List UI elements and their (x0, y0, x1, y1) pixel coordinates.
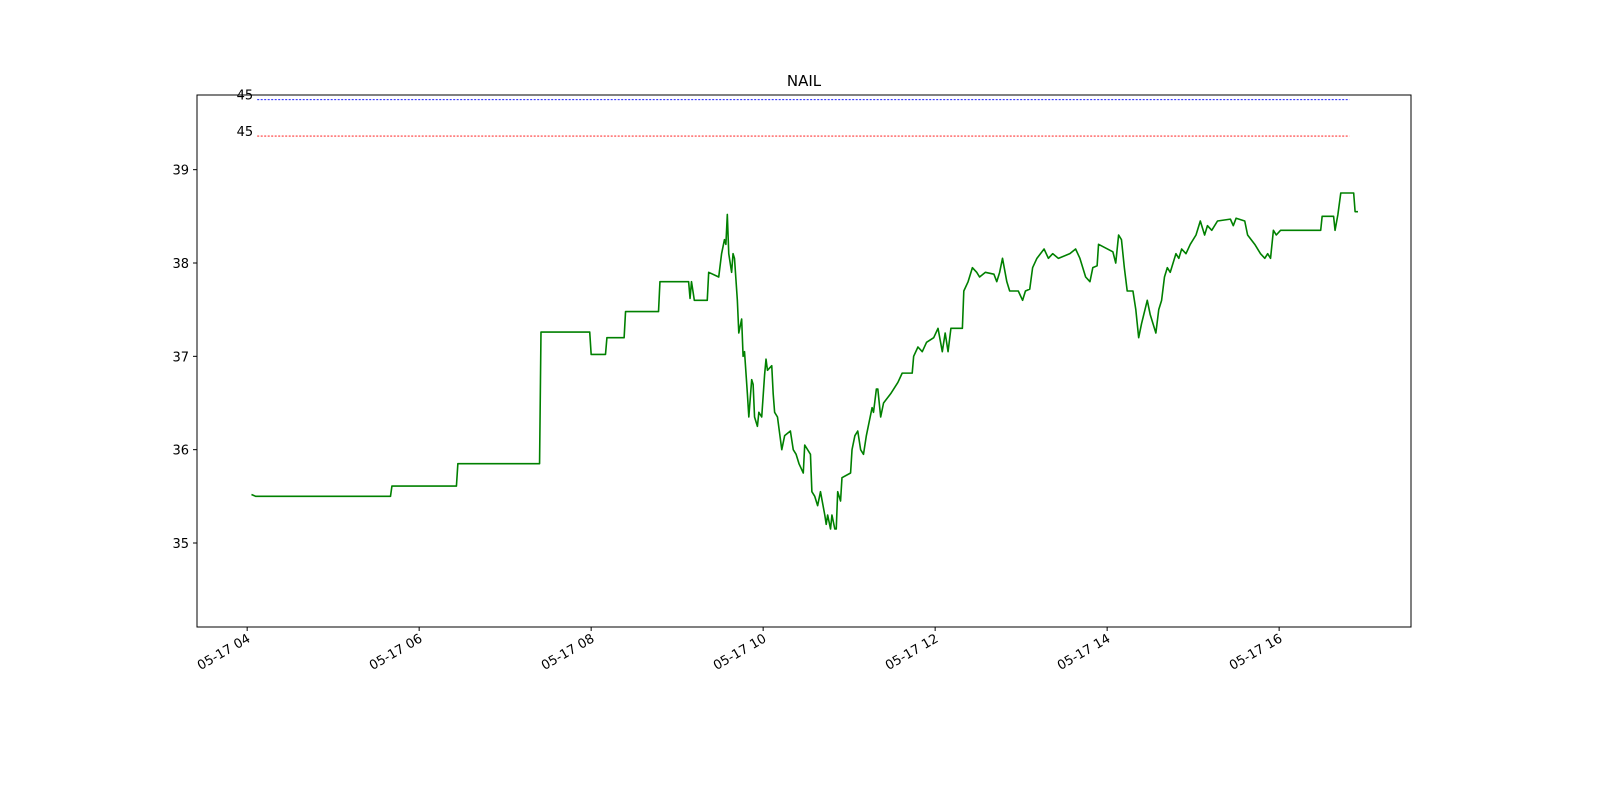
chart-title: NAIL (787, 72, 822, 90)
y-tick-label: 35 (172, 537, 189, 552)
reference-label: 45 (237, 89, 254, 104)
y-tick-label: 37 (172, 350, 189, 365)
plot-area: 45 45 (237, 89, 1358, 530)
price-line (251, 192, 1358, 530)
y-tick-label: 39 (172, 164, 189, 179)
y-tick-label: 38 (172, 257, 189, 272)
axes-frame (196, 94, 1412, 628)
y-tick-label: 36 (172, 444, 189, 459)
reference-label: 45 (237, 125, 254, 140)
